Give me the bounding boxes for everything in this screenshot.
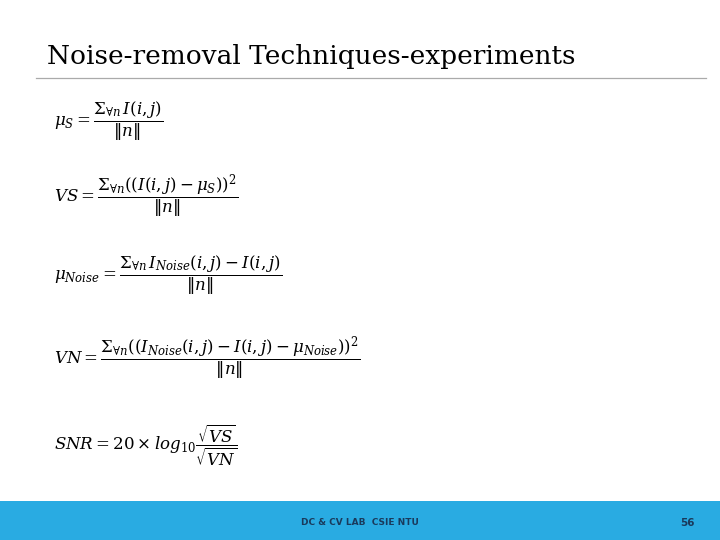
Text: $SNR = 20 \times log_{10} \dfrac{\sqrt{VS}}{\sqrt{VN}}$: $SNR = 20 \times log_{10} \dfrac{\sqrt{V… — [54, 423, 237, 468]
Text: $\mu_{Noise} = \dfrac{\Sigma_{\forall n}\, I_{Noise}(i,j)-I(i,j)}{\|n\|}$: $\mu_{Noise} = \dfrac{\Sigma_{\forall n}… — [54, 254, 282, 297]
Text: $VS = \dfrac{\Sigma_{\forall n}((I(i,j)-\mu_S))^2}{\|n\|}$: $VS = \dfrac{\Sigma_{\forall n}((I(i,j)-… — [54, 173, 238, 221]
Text: 56: 56 — [680, 517, 695, 528]
Text: $VN = \dfrac{\Sigma_{\forall n}((I_{Noise}(i,j) - I(i,j) - \mu_{Noise}))^2}{\|n\: $VN = \dfrac{\Sigma_{\forall n}((I_{Nois… — [54, 335, 360, 383]
Text: DC & CV LAB  CSIE NTU: DC & CV LAB CSIE NTU — [301, 518, 419, 527]
Text: $\mu_S = \dfrac{\Sigma_{\forall n}\, I(i,j)}{\|n\|}$: $\mu_S = \dfrac{\Sigma_{\forall n}\, I(i… — [54, 100, 163, 143]
Text: Noise-removal Techniques-experiments: Noise-removal Techniques-experiments — [47, 44, 575, 69]
